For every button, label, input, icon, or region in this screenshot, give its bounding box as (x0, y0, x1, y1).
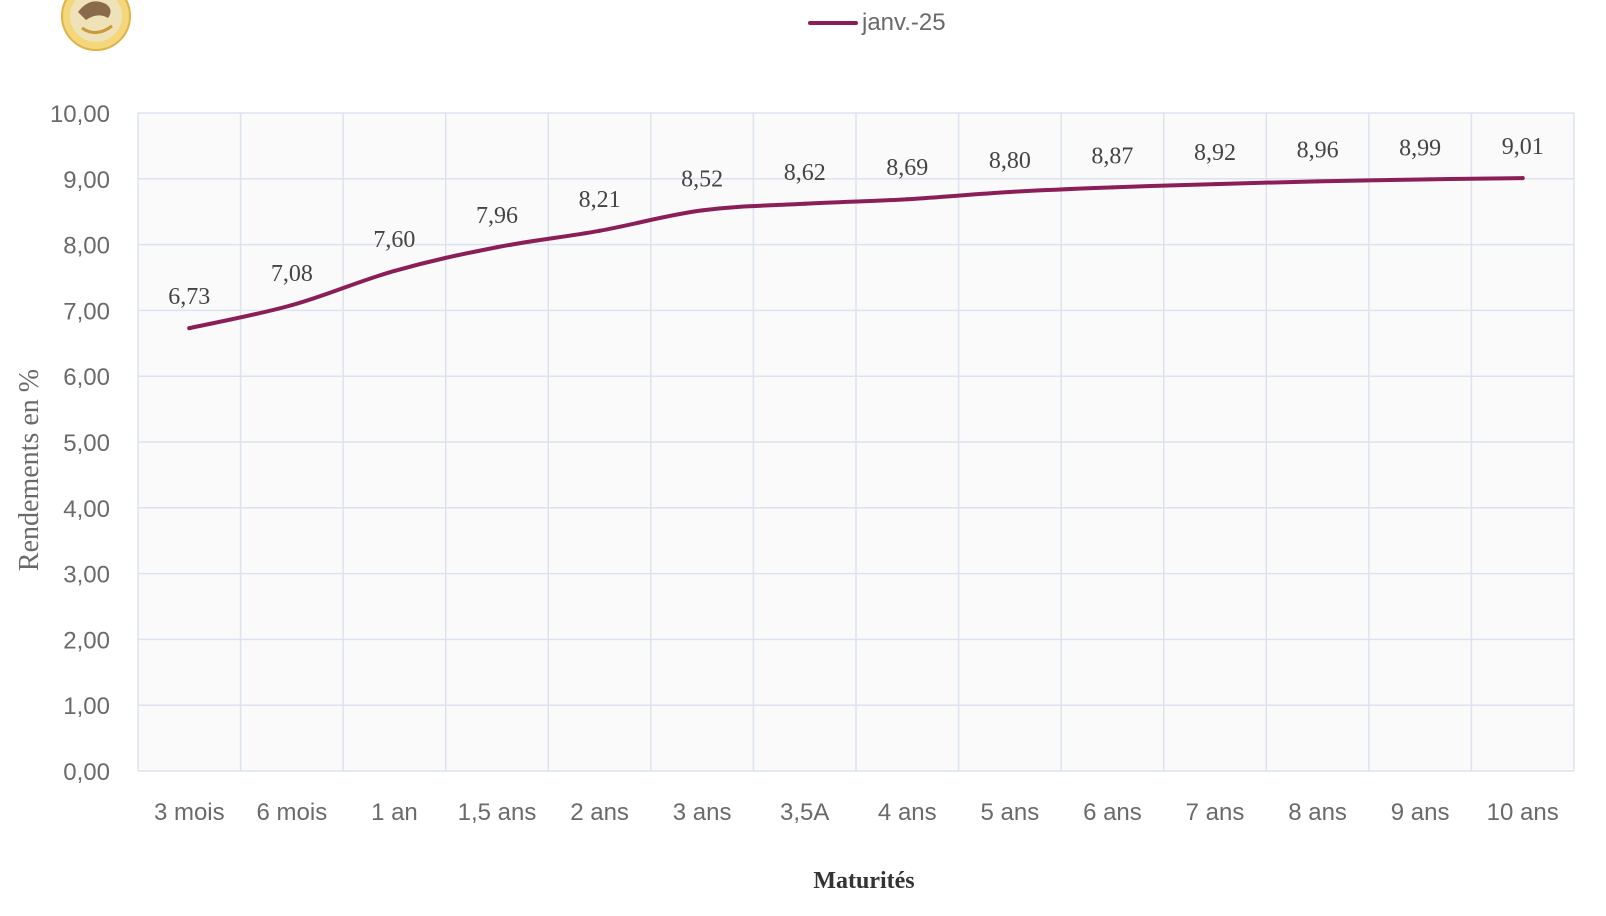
y-tick-label: 2,00 (63, 627, 110, 654)
data-label: 7,60 (373, 227, 415, 253)
x-tick-label: 6 mois (257, 799, 328, 826)
data-point (187, 326, 192, 331)
data-point (495, 245, 499, 250)
data-point (905, 197, 910, 202)
x-tick-label: 10 ans (1487, 799, 1559, 826)
data-label: 8,92 (1194, 140, 1236, 166)
data-point (1007, 189, 1012, 194)
x-tick-label: 1 an (371, 799, 418, 826)
data-label: 7,08 (271, 261, 313, 287)
y-tick-label: 4,00 (63, 496, 110, 523)
x-tick-label: 4 ans (878, 799, 937, 826)
data-label: 8,69 (886, 155, 928, 181)
data-point (700, 208, 705, 213)
data-point (1213, 182, 1217, 187)
x-tick-label: 9 ans (1391, 799, 1450, 826)
y-tick-label: 5,00 (63, 430, 110, 457)
x-tick-label: 6 ans (1083, 799, 1142, 826)
x-tick-label: 5 ans (980, 799, 1039, 826)
y-tick-label: 9,00 (63, 167, 110, 194)
data-point (597, 228, 602, 233)
data-label: 6,73 (168, 284, 210, 310)
x-tick-label: 3,5A (780, 799, 829, 826)
x-tick-label: 1,5 ans (458, 799, 537, 826)
x-tick-label: 8 ans (1288, 799, 1347, 826)
data-point (392, 268, 397, 273)
x-tick-label: 3 ans (673, 799, 732, 826)
x-tick-label: 2 ans (570, 799, 629, 826)
data-point (1418, 177, 1423, 182)
y-tick-label: 3,00 (63, 562, 110, 589)
legend-label: janv.-25 (862, 9, 946, 36)
data-label: 8,52 (681, 166, 723, 192)
data-point (1520, 176, 1525, 181)
series-line-janv-25 (187, 176, 1525, 331)
data-label: 8,96 (1297, 137, 1339, 163)
data-point (1110, 185, 1115, 190)
y-tick-label: 1,00 (63, 693, 110, 720)
y-tick-label: 8,00 (63, 233, 110, 260)
data-label: 9,01 (1502, 134, 1544, 160)
y-tick-label: 10,00 (50, 101, 110, 128)
x-axis-title: Maturités (813, 868, 914, 894)
data-point (289, 303, 294, 308)
data-point (802, 201, 807, 206)
data-point (1315, 179, 1320, 184)
data-label: 7,96 (476, 203, 518, 229)
data-label: 8,62 (784, 160, 826, 186)
data-label: 8,99 (1399, 135, 1441, 161)
logo-emblem-icon (61, 0, 131, 51)
legend: janv.-25 (808, 6, 946, 40)
y-tick-label: 7,00 (63, 298, 110, 325)
x-tick-label: 7 ans (1186, 799, 1245, 826)
y-tick-label: 6,00 (63, 364, 110, 391)
data-label: 8,87 (1091, 143, 1133, 169)
legend-swatch (808, 21, 858, 25)
x-tick-label: 3 mois (154, 799, 225, 826)
y-tick-label: 0,00 (63, 759, 110, 786)
y-axis-title: Rendements en % (14, 369, 45, 571)
data-label: 8,80 (989, 148, 1031, 174)
data-label: 8,21 (579, 187, 621, 213)
